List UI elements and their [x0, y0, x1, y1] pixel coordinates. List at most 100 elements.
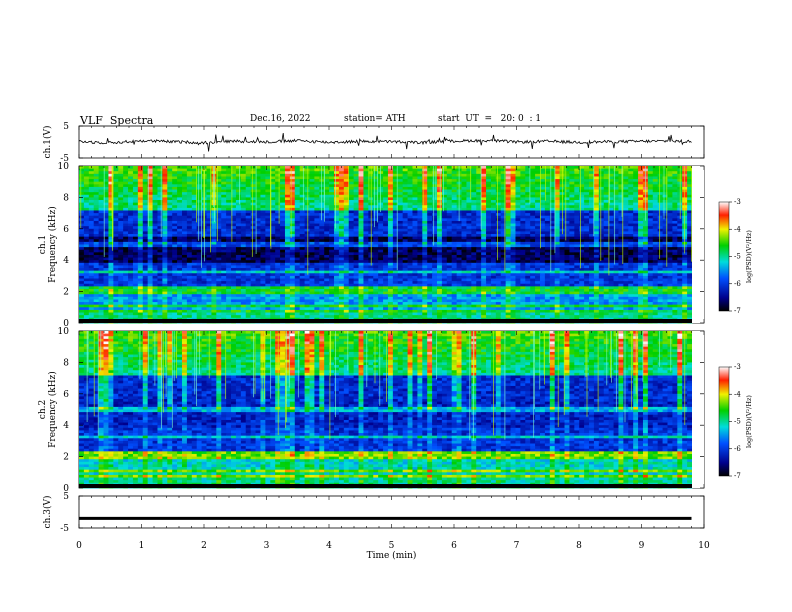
spectrogram-cell — [486, 223, 492, 227]
spectrogram-cell — [152, 189, 158, 193]
spectrogram-cell — [579, 218, 585, 222]
spectrogram-cell — [402, 244, 408, 248]
spectrogram-cell — [260, 215, 266, 219]
spectrogram-cell — [525, 249, 531, 253]
spectrogram-cell — [270, 218, 276, 222]
spectrogram-cell — [206, 247, 212, 251]
spectrogram-cell — [623, 200, 629, 204]
spectrogram-cell — [88, 231, 95, 235]
spectrogram-cell — [255, 168, 261, 172]
spectrogram-cell — [451, 226, 457, 230]
spectrogram-cell — [324, 228, 330, 232]
spectrogram-cell — [461, 194, 467, 198]
spectrogram-cell — [157, 262, 163, 266]
spectrogram-cell — [603, 171, 610, 175]
spectrogram-cell — [338, 262, 345, 266]
spectrogram-cell — [181, 265, 188, 269]
spectrogram-cell — [628, 231, 634, 235]
spectrogram-cell — [392, 197, 399, 201]
spectrogram-cell — [358, 189, 364, 193]
spectrogram-cell — [211, 179, 217, 183]
spectrogram-cell — [672, 171, 678, 175]
spectrogram-cell — [471, 226, 477, 230]
spectrogram-cell — [574, 186, 580, 190]
spectrogram-cell — [358, 194, 364, 198]
spectrogram-cell — [569, 200, 575, 204]
spectrogram-cell — [88, 260, 95, 264]
spectrogram-cell — [255, 218, 261, 222]
spectrogram-cell — [422, 197, 428, 201]
spectrogram-cell — [240, 205, 247, 209]
spectrogram-cell — [93, 244, 100, 248]
spectrogram-cell — [520, 247, 526, 251]
spectrogram-cell — [584, 268, 590, 272]
spectrogram-cell — [147, 247, 153, 251]
spectrogram-cell — [402, 234, 408, 238]
spectrogram-cell — [486, 260, 492, 264]
spectrogram-cell — [123, 189, 129, 193]
spectrogram-cell — [152, 166, 158, 170]
spectrogram-cell — [260, 247, 266, 251]
spectrogram-cell — [515, 207, 521, 211]
spectrogram-cell — [584, 215, 590, 219]
spectrogram-cell — [123, 213, 129, 217]
spectrogram-cell — [280, 171, 286, 175]
spectrogram-cell — [211, 176, 217, 180]
spectrogram-cell — [363, 220, 369, 224]
spectrogram-cell — [593, 202, 600, 206]
spectrogram-cell — [525, 184, 531, 188]
spectrogram-cell — [211, 257, 217, 261]
spectrogram-cell — [118, 207, 124, 211]
spectrogram-cell — [334, 226, 340, 230]
spectrogram-cell — [628, 184, 634, 188]
spectrogram-cell — [88, 210, 95, 214]
spectrogram-cell — [265, 244, 271, 248]
spectrogram-cell — [152, 205, 158, 209]
spectrogram-cell — [667, 168, 673, 172]
spectrogram-cell — [284, 236, 291, 240]
spectrogram-cell — [584, 166, 590, 170]
spectrogram-cell — [83, 215, 90, 219]
spectrogram-cell — [613, 179, 619, 183]
spectrogram-cell — [373, 184, 379, 188]
spectrogram-cell — [152, 239, 158, 243]
spectrogram-cell — [334, 166, 340, 170]
spectrogram-cell — [221, 189, 227, 193]
spectrogram-cell — [657, 166, 663, 170]
spectrogram-cell — [147, 257, 153, 261]
spectrogram-cell — [93, 210, 100, 214]
spectrogram-cell — [574, 171, 580, 175]
spectrogram-cell — [451, 210, 457, 214]
spectrogram-cell — [628, 247, 634, 251]
spectrogram-cell — [142, 254, 149, 258]
spectrogram-cell — [549, 252, 556, 256]
spectrogram-cell — [466, 249, 472, 253]
spectrogram-cell — [363, 189, 369, 193]
spectrogram-cell — [427, 228, 433, 232]
spectrogram-cell — [255, 189, 261, 193]
spectrogram-cell — [309, 171, 315, 175]
spectrogram-cell — [486, 173, 492, 177]
spectrogram-cell — [83, 260, 90, 264]
spectrogram-cell — [638, 210, 644, 214]
spectrogram-cell — [687, 254, 693, 258]
spectrogram-cell — [309, 236, 315, 240]
spectrogram-cell — [93, 171, 100, 175]
spectrogram-cell — [231, 176, 237, 180]
spectrogram-cell — [392, 260, 399, 264]
spectrogram-cell — [309, 254, 315, 258]
spectrogram-cell — [520, 223, 526, 227]
spectrogram-cell — [250, 220, 256, 224]
spectrogram-cell — [574, 202, 580, 206]
spectrogram-cell — [441, 226, 448, 230]
spectrogram-cell — [137, 207, 144, 211]
spectrogram-cell — [613, 213, 619, 217]
spectrogram-cell — [422, 205, 428, 209]
spectrogram-cell — [240, 197, 247, 201]
spectrogram-cell — [476, 171, 482, 175]
spectrogram-cell — [422, 181, 428, 185]
spectrogram-cell — [172, 226, 178, 230]
spectrogram-cell — [647, 228, 654, 232]
spectrogram-cell — [98, 202, 104, 206]
spectrogram-cell — [299, 241, 305, 245]
